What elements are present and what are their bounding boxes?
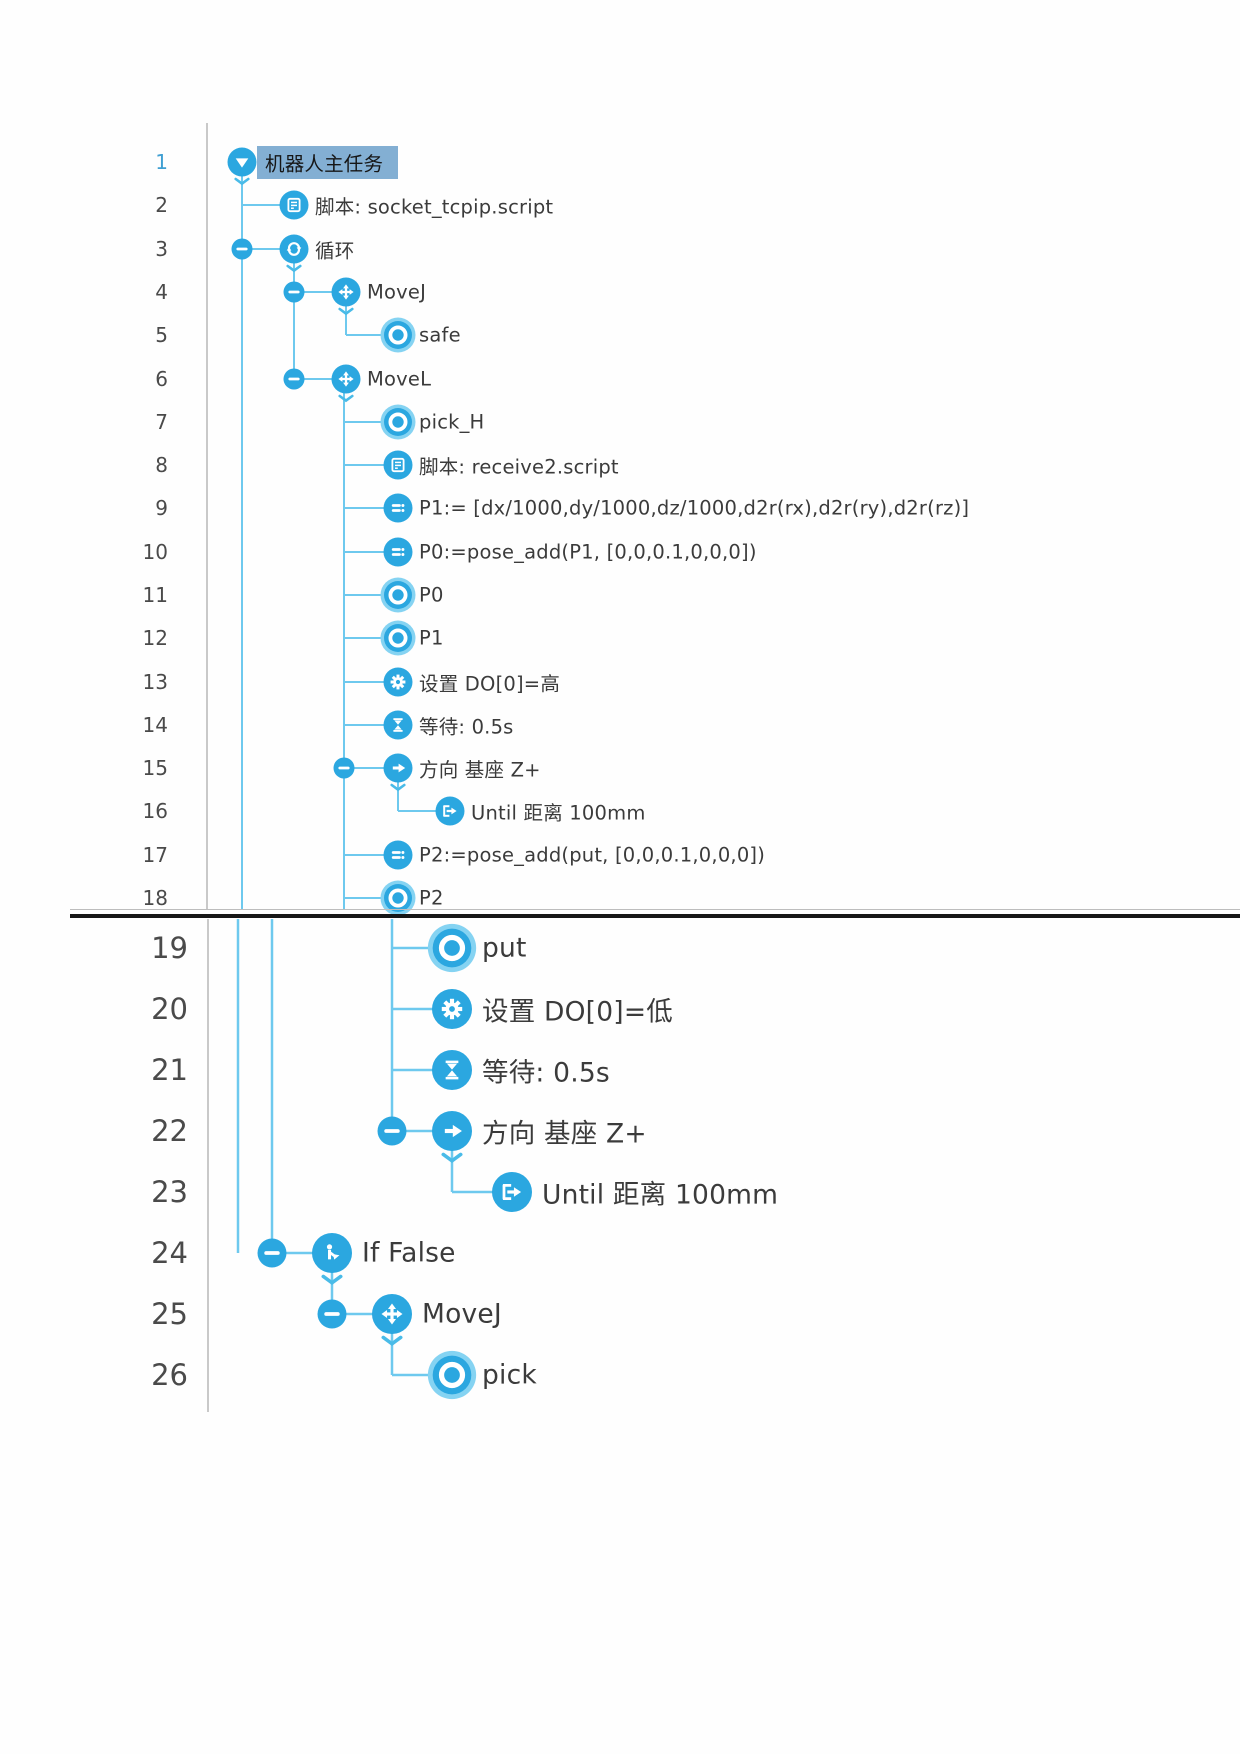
program-row-label[interactable]: 等待: 0.5s <box>419 715 514 739</box>
waypoint-icon[interactable] <box>427 1350 477 1400</box>
program-row-label[interactable]: 脚本: receive2.script <box>419 455 619 479</box>
row-number: 24 <box>151 1236 188 1270</box>
expand-chevron-icon <box>321 1274 343 1286</box>
section-divider-hairline <box>70 909 1240 910</box>
row-number: 17 <box>142 843 168 867</box>
row-number: 1 <box>155 150 168 174</box>
program-row-label[interactable]: 等待: 0.5s <box>482 1057 610 1089</box>
row-number: 2 <box>155 193 168 217</box>
row-number: 10 <box>142 540 168 564</box>
program-row-label[interactable]: pick_H <box>419 410 485 434</box>
move-icon[interactable] <box>371 1293 413 1335</box>
program-row-label[interactable]: 方向 基座 Z+ <box>419 758 541 782</box>
expand-chevron-icon <box>390 783 406 792</box>
program-row-label[interactable]: pick <box>482 1359 537 1391</box>
row-number: 6 <box>155 367 168 391</box>
collapse-minus-button[interactable] <box>333 757 355 779</box>
collapse-minus-button[interactable] <box>283 368 305 390</box>
hourglass-icon[interactable] <box>431 1049 473 1091</box>
loop-icon[interactable] <box>279 234 309 264</box>
program-row-label[interactable]: put <box>482 932 527 964</box>
program-row-label[interactable]: Until 距离 100mm <box>542 1179 779 1211</box>
row-number: 16 <box>142 799 168 823</box>
program-row-label[interactable]: P1:= [dx/1000,dy/1000,dz/1000,d2r(rx),d2… <box>419 496 970 520</box>
arrow-right-icon[interactable] <box>431 1110 473 1152</box>
program-row-label[interactable]: MoveL <box>367 367 432 391</box>
waypoint-icon[interactable] <box>380 577 416 613</box>
assign-icon[interactable] <box>383 537 413 567</box>
program-row-label[interactable]: P0:=pose_add(P1, [0,0,0.1,0,0,0]) <box>419 540 757 564</box>
row-number: 3 <box>155 237 168 261</box>
row-number: 20 <box>151 992 188 1026</box>
row-number: 11 <box>142 583 168 607</box>
program-row-label[interactable]: 设置 DO[0]=低 <box>482 996 673 1028</box>
hourglass-icon[interactable] <box>383 710 413 740</box>
assign-icon[interactable] <box>383 840 413 870</box>
row-number: 19 <box>151 931 188 965</box>
row-number: 21 <box>151 1053 188 1087</box>
collapse-minus-button[interactable] <box>283 281 305 303</box>
page-separator <box>70 914 1240 918</box>
move-icon[interactable] <box>331 364 361 394</box>
expand-chevron-icon <box>338 307 354 316</box>
row-number: 23 <box>151 1175 188 1209</box>
script-icon[interactable] <box>383 450 413 480</box>
row-number: 13 <box>142 670 168 694</box>
program-row-label[interactable]: Until 距离 100mm <box>471 801 646 825</box>
program-row-label[interactable]: P1 <box>419 626 444 650</box>
expand-chevron-icon <box>441 1152 463 1164</box>
program-row-label[interactable]: 设置 DO[0]=高 <box>419 672 561 696</box>
row-number: 4 <box>155 280 168 304</box>
expand-chevron-icon <box>286 264 302 273</box>
program-row-label[interactable]: P2:=pose_add(put, [0,0,0.1,0,0,0]) <box>419 843 766 867</box>
row-number: 9 <box>155 496 168 520</box>
program-row-label[interactable]: P0 <box>419 583 444 607</box>
program-row-label[interactable]: P2 <box>419 886 444 910</box>
row-number: 26 <box>151 1358 188 1392</box>
move-icon[interactable] <box>331 277 361 307</box>
collapse-minus-button[interactable] <box>257 1238 287 1268</box>
collapse-minus-button[interactable] <box>317 1299 347 1329</box>
row-number: 12 <box>142 626 168 650</box>
row-number: 22 <box>151 1114 188 1148</box>
program-row-label[interactable]: 机器人主任务 <box>265 152 384 176</box>
assign-icon[interactable] <box>383 493 413 523</box>
row-number: 8 <box>155 453 168 477</box>
expand-chevron-icon <box>381 1335 403 1347</box>
program-row-label[interactable]: MoveJ <box>422 1298 502 1330</box>
row-number: 7 <box>155 410 168 434</box>
selected-row-highlight <box>257 146 398 179</box>
row-number: 15 <box>142 756 168 780</box>
row-number: 25 <box>151 1297 188 1331</box>
script-icon[interactable] <box>279 190 309 220</box>
waypoint-icon[interactable] <box>380 880 416 916</box>
waypoint-icon[interactable] <box>380 620 416 656</box>
row-number: 5 <box>155 323 168 347</box>
waypoint-icon[interactable] <box>427 923 477 973</box>
program-row-label[interactable]: MoveJ <box>367 280 427 304</box>
collapse-minus-button[interactable] <box>377 1116 407 1146</box>
branch-icon[interactable] <box>311 1232 353 1274</box>
row-number: 18 <box>142 886 168 910</box>
program-row-label[interactable]: If False <box>362 1237 456 1269</box>
program-row-label[interactable]: safe <box>419 323 461 347</box>
row-number: 14 <box>142 713 168 737</box>
until-icon[interactable] <box>435 796 465 826</box>
waypoint-icon[interactable] <box>380 317 416 353</box>
gear-icon[interactable] <box>431 988 473 1030</box>
waypoint-icon[interactable] <box>380 404 416 440</box>
expand-chevron-icon <box>338 394 354 403</box>
expand-chevron-icon <box>234 177 250 186</box>
until-icon[interactable] <box>491 1171 533 1213</box>
program-row-label[interactable]: 脚本: socket_tcpip.script <box>315 195 554 219</box>
arrow-right-icon[interactable] <box>383 753 413 783</box>
play-triangle-icon[interactable] <box>227 147 257 177</box>
program-row-label[interactable]: 循环 <box>315 239 355 263</box>
gear-icon[interactable] <box>383 667 413 697</box>
program-row-label[interactable]: 方向 基座 Z+ <box>482 1118 647 1150</box>
collapse-minus-button[interactable] <box>231 238 253 260</box>
